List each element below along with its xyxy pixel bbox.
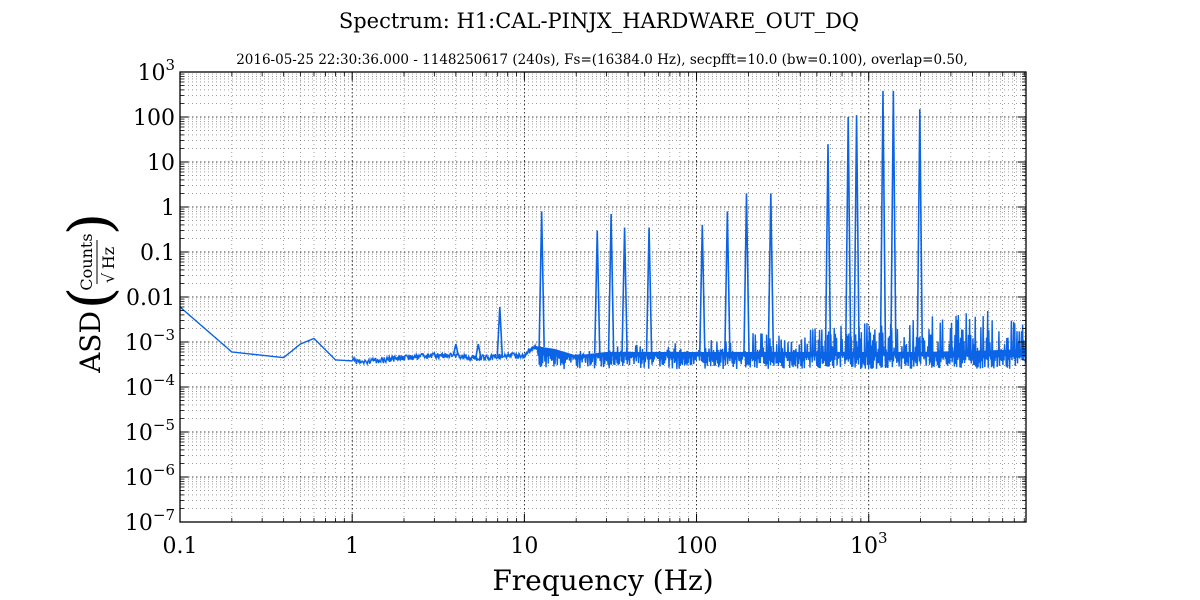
y-axis-label-prefix: ASD (74, 311, 107, 374)
y-tick-label: 10 (147, 151, 175, 176)
y-axis-label-sqrt-icon: √ (99, 272, 118, 283)
y-tick-label: 10−4 (125, 371, 175, 401)
spectrum-peak (475, 343, 482, 358)
y-tick-label: 10−5 (125, 416, 175, 446)
x-axis-label: Frequency (Hz) (492, 564, 713, 597)
spectrum-peak (890, 90, 897, 352)
x-tick-label: 0.1 (163, 534, 198, 559)
plot-area-frame (179, 71, 1027, 523)
spectrum-peak (853, 115, 860, 352)
y-axis-label-denominator: Hz (99, 247, 118, 269)
y-tick-label: 10−7 (125, 506, 175, 536)
spectrum-peak (743, 193, 750, 352)
spectrum-peak (607, 213, 615, 352)
spectrum-peak (621, 227, 628, 352)
spectrum-line (180, 306, 1026, 370)
chart-subtitle: 2016-05-25 22:30:36.000 - 1148250617 (24… (236, 52, 968, 68)
spectrum-peak (844, 116, 852, 352)
spectrum-peak (916, 109, 924, 352)
y-tick-label: 0.01 (126, 286, 175, 311)
y-tick-label: 10−6 (125, 461, 175, 491)
y-tick-label: 100 (133, 106, 175, 131)
y-axis-label-numerator: Counts (77, 233, 96, 290)
spectrum-peak (699, 224, 706, 352)
y-tick-label: 1 (161, 196, 175, 221)
series-layer (180, 90, 1026, 370)
x-axis-ticks: 0.1 1 10 100 103 (163, 72, 1025, 559)
chart-title: Spectrum: H1:CAL-PINJX_HARDWARE_OUT_DQ (339, 9, 859, 33)
y-tick-label: 103 (137, 56, 175, 86)
x-tick-label: 1 (345, 534, 359, 559)
spectrum-peak (496, 306, 504, 357)
y-tick-label: 0.1 (140, 241, 175, 266)
x-tick-label: 100 (676, 534, 718, 559)
grid-lines (180, 72, 1026, 522)
spectrum-peak (824, 144, 832, 352)
spectrum-peak (645, 227, 653, 352)
y-axis-label-paren-open: ( (56, 287, 124, 310)
spectrum-peak (538, 211, 545, 347)
x-tick-label: 103 (850, 529, 888, 559)
spectrum-peak (724, 211, 731, 352)
y-tick-label: 10−3 (125, 326, 175, 356)
y-axis-ticks: 10−7 10−6 10−5 10−4 10−3 0.01 0.1 1 10 100 103 (125, 56, 1026, 536)
x-tick-label: 10 (510, 534, 538, 559)
spectrum-peak (593, 230, 601, 354)
y-axis-label: ASD ( Counts √ Hz ) (56, 213, 124, 374)
spectrum-peak (452, 343, 460, 356)
spectrum-peak (879, 90, 887, 352)
spectrum-peak (767, 193, 775, 352)
y-axis-label-paren-close: ) (56, 213, 124, 236)
